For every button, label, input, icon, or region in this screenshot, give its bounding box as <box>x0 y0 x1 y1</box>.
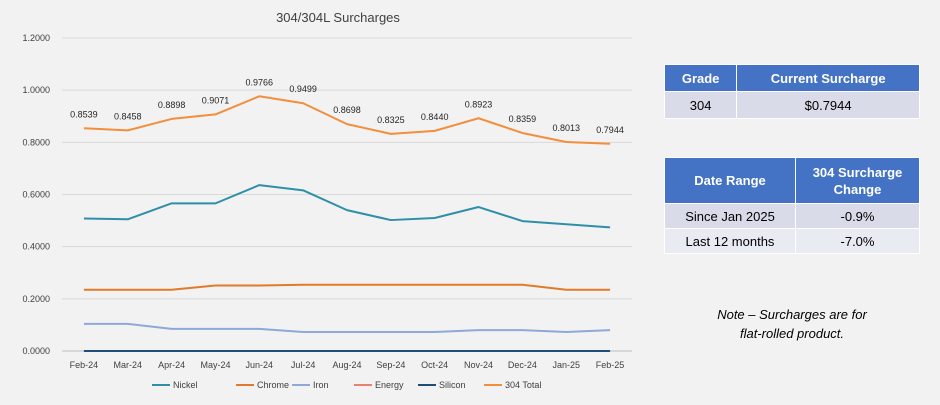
change-cell: -0.9% <box>795 203 920 229</box>
x-tick-label: Feb-24 <box>70 360 99 370</box>
x-tick-label: Feb-25 <box>596 360 625 370</box>
series-line-nickel <box>83 184 611 229</box>
surcharge-change-header: 304 Surcharge Change <box>795 157 920 204</box>
series-lines <box>83 95 611 352</box>
x-tick-label: Dec-24 <box>508 360 537 370</box>
date-range-header: Date Range <box>664 157 796 204</box>
x-tick-label: May-24 <box>200 360 230 370</box>
grade-surcharge-table: Grade Current Surcharge 304 $0.7944 <box>663 64 920 119</box>
grade-value: 304 <box>663 91 738 119</box>
y-tick-label: 1.0000 <box>22 85 50 95</box>
current-surcharge-header: Current Surcharge <box>736 64 920 92</box>
y-tick-label: 0.4000 <box>22 242 50 252</box>
data-labels: 0.8539 0.8458 0.8898 0.9071 0.9766 0.9499 0.86… <box>70 77 624 135</box>
y-tick-label: 0.8000 <box>22 137 50 147</box>
x-tick-label: Jan-25 <box>552 360 580 370</box>
x-tick-label: Mar-24 <box>114 360 143 370</box>
data-label: 0.8698 <box>333 105 361 115</box>
data-label: 0.8440 <box>421 112 449 122</box>
data-label: 0.8898 <box>158 100 186 110</box>
legend-label: Silicon <box>439 380 466 390</box>
data-label: 0.7944 <box>596 125 624 135</box>
chart-svg: 304/304L Surcharges 0.00000.20000.40000.… <box>22 10 632 390</box>
data-label: 0.9499 <box>289 84 317 94</box>
y-axis-ticks: 0.0000 0.2000 0.4000 0.6000 0.8000 1.0000 1.20… <box>22 33 50 356</box>
note-text: Note – Surcharges are for flat-rolled pr… <box>664 305 920 343</box>
x-tick-label: Aug-24 <box>332 360 361 370</box>
y-tick-label: 0.6000 <box>22 190 50 200</box>
legend-label: Energy <box>375 380 404 390</box>
y-tick-label: 1.2000 <box>22 33 50 43</box>
data-label: 0.8359 <box>509 114 537 124</box>
data-label: 0.8539 <box>70 109 98 119</box>
data-label: 0.8325 <box>377 115 405 125</box>
x-tick-label: Apr-24 <box>158 360 185 370</box>
x-tick-label: Nov-24 <box>464 360 493 370</box>
x-axis-ticks: Feb-24 Mar-24 Apr-24 May-24 Jun-24 Jul-24 Aug-… <box>70 360 625 370</box>
legend-label: Chrome <box>257 380 289 390</box>
table-row: Since Jan 2025 -0.9% <box>664 203 920 229</box>
x-tick-label: Jun-24 <box>246 360 274 370</box>
series-line-304-total <box>83 95 611 145</box>
table-row: Last 12 months -7.0% <box>664 228 920 254</box>
data-label: 0.8923 <box>465 99 493 109</box>
y-tick-label: 0.2000 <box>22 294 50 304</box>
series-line-chrome <box>83 283 611 291</box>
legend-label: 304 Total <box>505 380 541 390</box>
data-label: 0.8458 <box>114 111 142 121</box>
y-tick-label: 0.0000 <box>22 346 50 356</box>
x-tick-label: Sep-24 <box>376 360 405 370</box>
legend-label: Nickel <box>173 380 198 390</box>
note-line-1: Note – Surcharges are for <box>717 307 867 322</box>
surcharge-chart: 304/304L Surcharges 0.0000 0.2000 0.4000 0.… <box>22 10 632 390</box>
legend-label: Iron <box>313 380 329 390</box>
change-cell: -7.0% <box>795 228 920 254</box>
note-line-2: flat-rolled product. <box>739 326 845 341</box>
date-range-cell: Last 12 months <box>664 228 796 254</box>
current-surcharge-value: $0.7944 <box>736 91 920 119</box>
data-label: 0.9071 <box>202 95 230 105</box>
date-range-cell: Since Jan 2025 <box>664 203 796 229</box>
data-label: 0.8013 <box>552 123 580 133</box>
x-tick-label: Jul-24 <box>291 360 316 370</box>
series-line-iron <box>83 322 611 333</box>
x-tick-label: Oct-24 <box>421 360 448 370</box>
chart-title: 304/304L Surcharges <box>276 10 400 25</box>
data-label: 0.9766 <box>246 77 274 87</box>
surcharge-change-table: Date Range 304 Surcharge Change Since Ja… <box>664 157 920 254</box>
grade-header: Grade <box>663 64 738 92</box>
gridlines <box>62 37 632 352</box>
legend: Nickel Chrome Iron Energy Silicon 304 Total <box>152 380 541 390</box>
